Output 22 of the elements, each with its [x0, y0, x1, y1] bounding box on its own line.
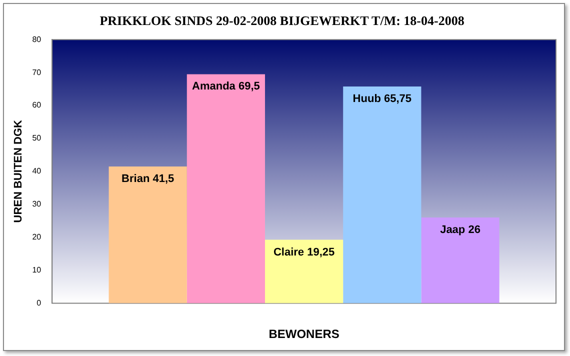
bar: [108, 166, 187, 304]
y-tick-label: 20: [32, 232, 42, 242]
text: Amanda 69,5: [192, 80, 260, 93]
y-tick-label: 40: [32, 166, 42, 176]
y-tick-label: 10: [32, 265, 42, 274]
text: Brian 41,5: [122, 172, 174, 185]
y-tick-label: 70: [32, 68, 42, 77]
text: Claire 19,25: [273, 246, 335, 258]
bar: [343, 86, 422, 304]
x-axis-title: BEWONERS: [268, 327, 340, 342]
bar: [421, 218, 500, 304]
y-tick-label: 30: [32, 200, 42, 209]
bar: [264, 240, 344, 304]
y-axis-title: UREN BUITEN DGK: [12, 120, 25, 223]
y-tick-label: 80: [32, 34, 42, 44]
y-tick-label: 60: [32, 100, 42, 110]
bar: [186, 74, 265, 304]
text: Jaap 26: [440, 224, 480, 236]
text: Huub 65,75: [352, 93, 412, 106]
y-tick-label: 0: [36, 298, 42, 308]
y-tick-label: 50: [32, 134, 42, 143]
chart-title: PRIKKLOK SINDS 29-02-2008 BIJGEWERKT T/M: 18-04-2008: [100, 13, 465, 28]
